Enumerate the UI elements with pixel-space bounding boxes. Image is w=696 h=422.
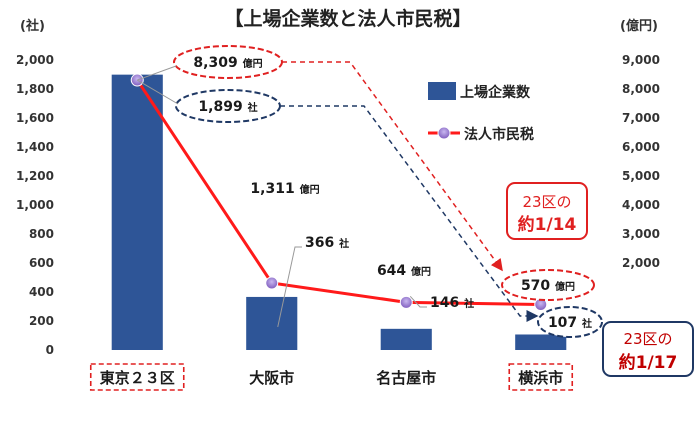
left-tick-label: 1,000 (16, 198, 54, 212)
annotation-1-14: 23区の 約1/14 (506, 182, 588, 240)
bar (111, 74, 163, 351)
tax-point (399, 295, 413, 309)
left-tick-label: 600 (29, 256, 54, 270)
tax-line (135, 79, 541, 306)
tax-data-label: 644 億円 (377, 263, 431, 279)
left-tick-label: 200 (29, 314, 54, 328)
right-tick-label: 7,000 (622, 111, 660, 125)
left-tick-label: 400 (29, 285, 54, 299)
annotation-1-17-line2: 約1/17 (619, 352, 678, 373)
right-tick-label: 2,000 (622, 256, 660, 270)
chart-title: 【上場企業数と法人市民税】 (224, 7, 471, 30)
tax-point (265, 276, 279, 290)
bar (246, 296, 298, 350)
left-tick-label: 1,400 (16, 140, 54, 154)
tax-compare-arrow (282, 61, 503, 272)
right-tick-label: 6,000 (622, 140, 660, 154)
category-label: 大阪市 (249, 369, 294, 387)
left-tick-label: 1,200 (16, 169, 54, 183)
left-tick-label: 2,000 (16, 53, 54, 67)
annotation-1-17-box (602, 321, 694, 377)
legend-line-label: 法人市民税 (464, 126, 534, 143)
tax-label-frame (501, 269, 595, 301)
left-tick-label: 800 (29, 227, 54, 241)
annotation-1-14-box (506, 182, 588, 240)
right-axis-unit: (億円) (620, 18, 658, 34)
left-axis-unit: (社) (20, 18, 45, 34)
right-tick-label: 3,000 (622, 227, 660, 241)
bar (515, 334, 567, 350)
count-data-label: 107 社 (548, 315, 592, 331)
category-highlight-box (89, 363, 185, 391)
count-data-label: 1,899 社 (198, 99, 257, 115)
legend-bar-label: 上場企業数 (460, 84, 531, 101)
left-tick-label: 0 (46, 343, 54, 357)
category-label: 東京２３区 (100, 369, 175, 387)
right-tick-label: 5,000 (622, 169, 660, 183)
legend-line-marker (437, 126, 451, 140)
leader-line (277, 246, 302, 328)
right-tick-label: 8,000 (622, 82, 660, 96)
category-label: 名古屋市 (376, 369, 436, 387)
annotation-1-17: 23区の 約1/17 (602, 321, 694, 377)
leader-line (409, 295, 427, 308)
category-highlight-box (508, 363, 574, 391)
tax-data-label: 1,311 億円 (250, 181, 319, 197)
count-label-frame (537, 306, 603, 338)
right-tick-label: 4,000 (622, 198, 660, 212)
annotation-1-17-line1: 23区の (623, 330, 672, 348)
left-tick-label: 1,600 (16, 111, 54, 125)
bar (380, 328, 432, 350)
annotation-1-14-line2: 約1/14 (518, 214, 577, 235)
tax-data-label: 8,309 億円 (193, 55, 262, 71)
leader-line (137, 65, 177, 81)
tax-data-label: 570 億円 (521, 278, 575, 294)
count-data-label: 366 社 (305, 235, 349, 251)
legend-bar-swatch (428, 82, 456, 100)
right-tick-label: 9,000 (622, 53, 660, 67)
left-tick-label: 1,800 (16, 82, 54, 96)
category-label: 横浜市 (518, 369, 563, 387)
count-compare-arrow (280, 105, 539, 322)
count-data-label: 146 社 (430, 295, 474, 311)
annotation-1-14-line1: 23区の (522, 193, 571, 211)
leader-line (136, 79, 179, 105)
